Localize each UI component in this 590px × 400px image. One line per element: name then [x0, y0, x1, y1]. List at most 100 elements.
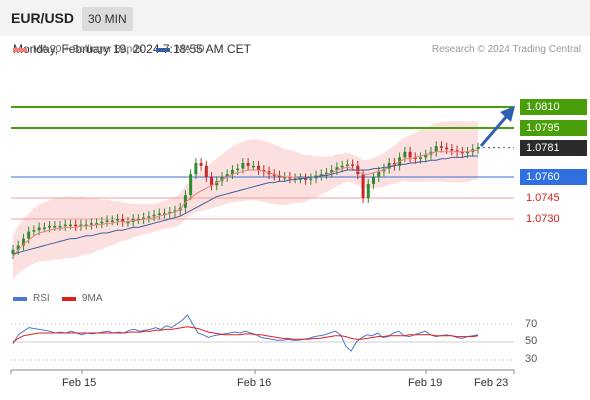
candle-body: [189, 174, 193, 196]
legend-9ma: 9MA: [62, 293, 103, 304]
candle-body: [387, 163, 391, 169]
candle-body: [157, 213, 161, 215]
candle-body: [168, 212, 172, 214]
ma20-swatch: [13, 47, 27, 52]
candle-body: [460, 151, 464, 154]
candle-body: [445, 147, 449, 150]
ma50-line: [12, 155, 478, 255]
candle-body: [121, 219, 125, 222]
candle-body: [257, 165, 261, 170]
level-label-2: 1.0795: [520, 120, 587, 136]
candle-body: [48, 226, 52, 228]
candle-body: [304, 178, 308, 180]
candle-body: [262, 170, 266, 172]
chart-header: EUR/USD 30 MIN: [0, 0, 590, 36]
candle-body: [199, 163, 203, 166]
candle-body: [53, 226, 57, 228]
candle-body: [251, 165, 255, 168]
candle-body: [16, 245, 20, 250]
timeframe-button[interactable]: 30 MIN: [82, 7, 133, 31]
forecast-arrow: [479, 106, 515, 147]
candle-body: [58, 226, 62, 228]
candle-body: [424, 154, 428, 158]
level-label-5: 1.0745: [526, 192, 560, 204]
bollinger-band: [13, 120, 478, 280]
bollinger-band-area: [13, 120, 478, 280]
moving-average-lines: [12, 149, 478, 258]
rsi-ma-line: [12, 326, 479, 343]
candle-body: [272, 174, 276, 176]
candle-body: [241, 163, 245, 169]
candle-body: [450, 149, 454, 151]
candle-body: [372, 177, 376, 184]
forecast-arrow-head: [500, 106, 515, 122]
candle-body: [361, 174, 365, 198]
candle-body: [11, 249, 15, 254]
candle-body: [95, 223, 99, 225]
candle-body: [100, 221, 104, 224]
candle-body: [403, 151, 407, 158]
candle-body: [210, 177, 214, 186]
candle-body: [63, 224, 67, 227]
legend-rsi: RSI: [13, 293, 50, 304]
candle-body: [236, 168, 240, 171]
candle-body: [204, 165, 208, 177]
currency-pair-title: EUR/USD: [11, 10, 75, 26]
candle-body: [455, 150, 459, 152]
candle-body: [110, 220, 114, 222]
candle-body: [183, 195, 187, 208]
candle-body: [42, 227, 46, 229]
candle-body: [283, 177, 287, 179]
candle-body: [439, 146, 443, 148]
candle-body: [330, 170, 334, 173]
candle-body: [74, 224, 78, 227]
rsi-panel: [11, 314, 514, 361]
9ma-swatch: [62, 296, 76, 301]
candle-body: [466, 151, 470, 154]
candle-body: [288, 177, 292, 179]
legend-ma20: MA 20 + Bollinger Bands: [13, 44, 143, 55]
candle-body: [340, 165, 344, 168]
candle-body: [476, 147, 480, 150]
candle-body: [319, 174, 323, 176]
x-label-feb23: Feb 23: [474, 377, 509, 389]
candle-body: [230, 170, 234, 175]
candle-body: [215, 181, 219, 186]
candle-body: [173, 210, 177, 213]
ma20-line: [12, 149, 478, 258]
candle-body: [298, 178, 302, 180]
level-label-6: 1.0730: [526, 213, 560, 225]
candle-body: [126, 221, 130, 224]
time-axis: [10, 369, 515, 374]
candle-body: [419, 157, 423, 159]
candle-body: [79, 224, 83, 227]
candle-body: [194, 163, 198, 175]
candle-body: [21, 238, 25, 246]
candle-body: [335, 167, 339, 170]
current-price-label: 1.0781: [520, 140, 587, 156]
candle-body: [277, 175, 281, 178]
candle-body: [89, 223, 93, 225]
ma50-label: MA 50: [176, 44, 205, 55]
candle-body: [163, 213, 167, 215]
candle-body: [377, 171, 381, 177]
candle-body: [434, 146, 438, 152]
candle-body: [413, 157, 417, 159]
candle-body: [408, 151, 412, 158]
ma50-swatch: [156, 47, 170, 52]
candle-body: [309, 178, 313, 180]
rsi-swatch: [13, 296, 27, 301]
forecast-arrow-shaft: [479, 116, 508, 147]
rsi-line: [12, 314, 479, 352]
candle-body: [147, 216, 151, 218]
chart-datetime: Monday, February 19, 2024 7:18:55 AM CET: [13, 42, 251, 56]
x-label-feb19: Feb 19: [408, 377, 443, 389]
legend-ma50: MA 50: [156, 44, 204, 55]
candle-body: [115, 219, 119, 221]
candle-body: [220, 177, 224, 182]
rsi-tick-50: 50: [525, 335, 538, 347]
level-lines: [11, 106, 514, 220]
level-label-4: 1.0760: [520, 169, 587, 185]
candle-body: [152, 214, 156, 217]
